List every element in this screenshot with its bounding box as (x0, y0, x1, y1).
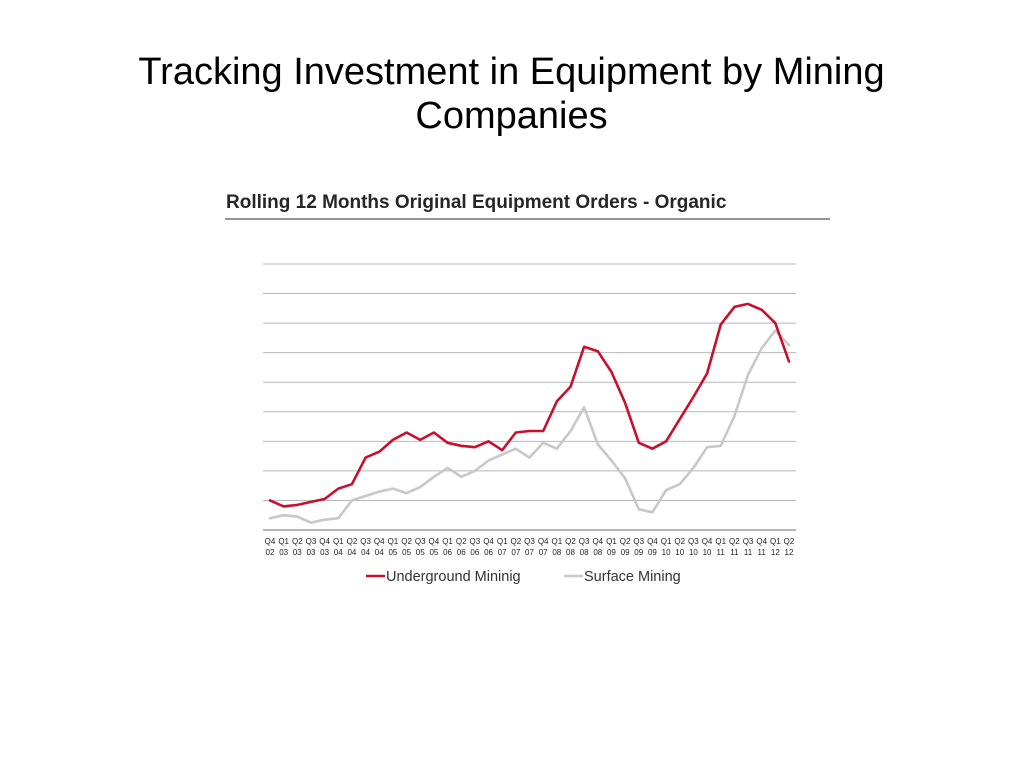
x-tick-label: Q2 07 (511, 537, 522, 557)
x-tick-label: Q3 08 (579, 537, 590, 557)
x-tick-label: Q1 07 (497, 537, 508, 557)
slide-title-line-2: Companies (415, 95, 608, 137)
x-tick-label: Q3 07 (524, 537, 535, 557)
gridlines (263, 263, 796, 531)
x-tick-label: Q2 03 (292, 537, 303, 557)
x-tick-label: Q4 03 (319, 537, 330, 557)
x-tick-label: Q3 04 (360, 537, 371, 557)
series-lines (268, 302, 791, 524)
x-tick-label: Q3 11 (743, 537, 754, 557)
x-tick-label: Q1 06 (442, 537, 453, 557)
x-tick-label: Q4 07 (538, 537, 549, 557)
legend: Underground Mininig Surface Mining (366, 569, 681, 585)
x-tick-label: Q4 09 (647, 537, 658, 557)
x-tick-label: Q1 03 (278, 537, 289, 557)
x-tick-label: Q4 05 (429, 537, 440, 557)
x-tick-label: Q1 05 (388, 537, 399, 557)
x-tick-label: Q2 04 (347, 537, 358, 557)
x-tick-label: Q1 10 (661, 537, 672, 557)
x-tick-label: Q3 09 (633, 537, 644, 557)
x-tick-label: Q4 11 (756, 537, 767, 557)
x-tick-label: Q2 05 (401, 537, 412, 557)
x-tick-label: Q2 11 (729, 537, 740, 557)
x-tick-label: Q2 12 (784, 537, 795, 557)
x-tick-label: Q4 10 (702, 537, 713, 557)
series-line-surface-mining (268, 329, 791, 524)
x-tick-label: Q1 12 (770, 537, 781, 557)
x-tick-label: Q3 06 (470, 537, 481, 557)
x-tick-label: Q3 05 (415, 537, 426, 557)
slide-title: Tracking Investment in Equipment by Mini… (0, 50, 1023, 138)
x-tick-label: Q4 08 (592, 537, 603, 557)
x-tick-label: Q4 06 (483, 537, 494, 557)
x-tick-label: Q1 04 (333, 537, 344, 557)
x-tick-label: Q1 11 (715, 537, 726, 557)
x-tick-label: Q2 06 (456, 537, 467, 557)
series-line-underground-mining (268, 302, 791, 508)
x-tick-label: Q4 02 (265, 537, 276, 557)
legend-underground-mining-label: Underground Mininig (386, 569, 521, 585)
x-tick-label: Q2 09 (620, 537, 631, 557)
chart-title: Rolling 12 Months Original Equipment Ord… (226, 192, 727, 213)
x-tick-label: Q4 04 (374, 537, 385, 557)
x-tick-label: Q2 10 (674, 537, 685, 557)
x-tick-label: Q1 09 (606, 537, 617, 557)
x-tick-label: Q1 08 (551, 537, 562, 557)
x-tick-label: Q3 03 (306, 537, 317, 557)
x-tick-label: Q2 08 (565, 537, 576, 557)
legend-surface-mining-label: Surface Mining (584, 569, 681, 585)
x-tick-label: Q3 10 (688, 537, 699, 557)
slide-title-line-1: Tracking Investment in Equipment by Mini… (138, 51, 885, 93)
